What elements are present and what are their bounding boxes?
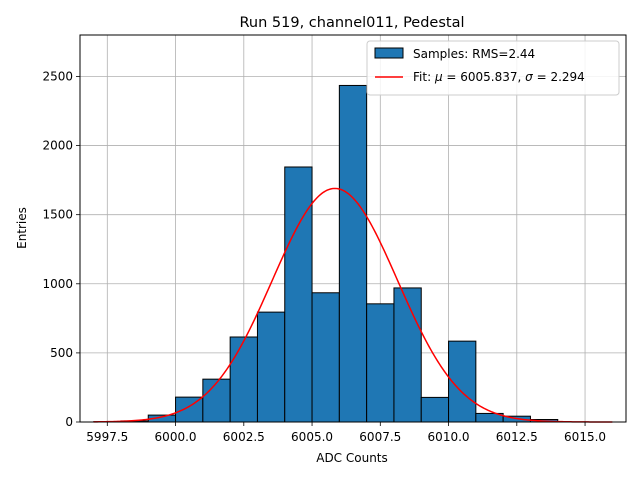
histogram-bar [421, 397, 448, 422]
y-tick-label: 2000 [42, 139, 73, 153]
histogram-bar [230, 337, 257, 422]
histogram-bar [312, 293, 339, 422]
histogram-bar [257, 312, 284, 422]
x-tick-label: 6015.0 [564, 430, 606, 444]
x-axis-label: ADC Counts [316, 451, 388, 465]
y-tick-label: 1000 [42, 277, 73, 291]
x-tick-label: 6005.0 [291, 430, 333, 444]
y-tick-label: 2500 [42, 69, 73, 83]
legend-fit-sigma-value: = 2.294 [533, 70, 585, 84]
legend: Samples: RMS=2.44 Fit: μ = 6005.837, σ =… [367, 41, 619, 95]
legend-samples-swatch [375, 48, 403, 58]
legend-fit-mu-value: = 6005.837, [443, 70, 526, 84]
x-tick-label: 6010.0 [428, 430, 470, 444]
legend-samples-label: Samples: RMS=2.44 [413, 47, 535, 61]
x-tick-label: 6007.5 [359, 430, 401, 444]
x-tick-label: 6002.5 [223, 430, 265, 444]
legend-fit-prefix: Fit: [413, 70, 435, 84]
histogram-bar [203, 379, 230, 422]
histogram-bar [285, 167, 312, 422]
x-tick-label: 6000.0 [155, 430, 197, 444]
chart-title: Run 519, channel011, Pedestal [239, 15, 464, 31]
y-tick-label: 1500 [42, 208, 73, 222]
y-tick-label: 500 [50, 346, 73, 360]
histogram-bar [394, 288, 421, 422]
legend-fit-label: Fit: μ = 6005.837, σ = 2.294 [413, 70, 585, 84]
x-tick-label: 6012.5 [496, 430, 538, 444]
y-axis-label: Entries [15, 207, 29, 249]
histogram-bar [339, 85, 366, 422]
x-tick-label: 5997.5 [86, 430, 128, 444]
y-tick-label: 0 [65, 415, 73, 429]
legend-fit-mu-symbol: μ [434, 70, 443, 84]
histogram-bar [367, 304, 394, 422]
